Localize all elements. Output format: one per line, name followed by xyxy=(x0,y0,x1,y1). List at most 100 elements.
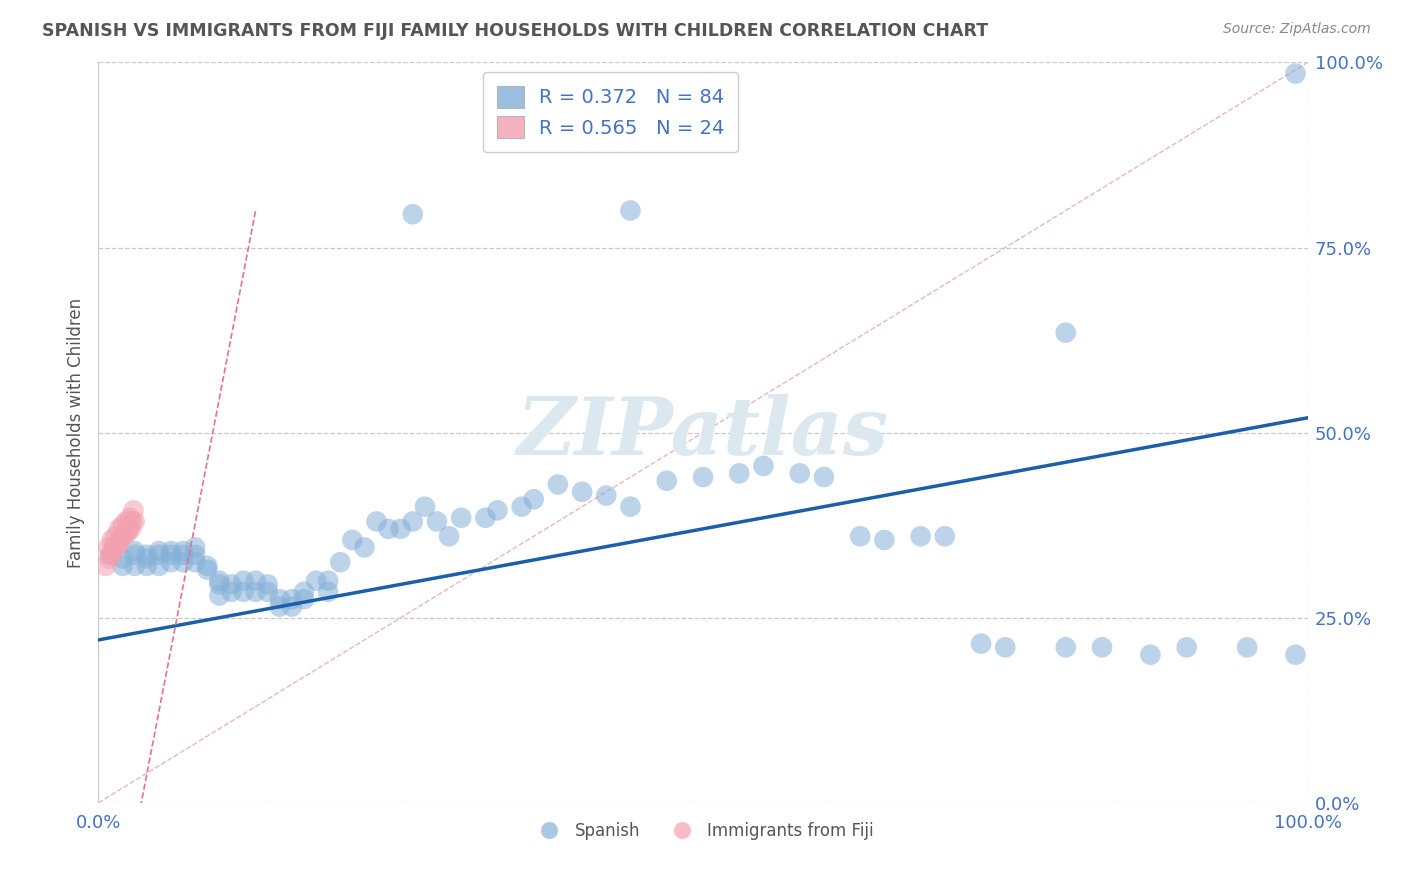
Point xyxy=(172,544,194,558)
Point xyxy=(595,489,617,503)
Point xyxy=(245,584,267,599)
Point xyxy=(910,529,932,543)
Point xyxy=(107,536,129,550)
Point xyxy=(934,529,956,543)
Point xyxy=(195,563,218,577)
Point xyxy=(474,510,496,524)
Point xyxy=(121,515,143,529)
Point xyxy=(1054,326,1077,340)
Point xyxy=(97,541,120,555)
Point xyxy=(160,544,183,558)
Point xyxy=(994,640,1017,655)
Point xyxy=(108,522,131,536)
Point xyxy=(413,500,436,514)
Point xyxy=(104,529,127,543)
Point xyxy=(160,555,183,569)
Point xyxy=(110,529,132,543)
Point xyxy=(789,467,811,481)
Point xyxy=(342,533,364,547)
Point xyxy=(849,529,872,543)
Point xyxy=(103,541,125,555)
Point xyxy=(135,558,157,573)
Point xyxy=(208,577,231,591)
Point xyxy=(117,525,139,540)
Point xyxy=(523,492,546,507)
Point xyxy=(547,477,569,491)
Text: Source: ZipAtlas.com: Source: ZipAtlas.com xyxy=(1223,22,1371,37)
Point xyxy=(571,484,593,499)
Point xyxy=(366,515,388,529)
Point xyxy=(118,522,141,536)
Point xyxy=(208,589,231,603)
Point xyxy=(377,522,399,536)
Point xyxy=(256,584,278,599)
Point xyxy=(124,548,146,562)
Point xyxy=(305,574,328,588)
Point xyxy=(135,551,157,566)
Point xyxy=(510,500,533,514)
Point xyxy=(148,558,170,573)
Point xyxy=(208,574,231,588)
Legend: Spanish, Immigrants from Fiji: Spanish, Immigrants from Fiji xyxy=(526,815,880,847)
Point xyxy=(269,592,291,607)
Point xyxy=(402,207,425,221)
Point xyxy=(873,533,896,547)
Point xyxy=(281,599,304,614)
Point xyxy=(292,584,315,599)
Point xyxy=(124,558,146,573)
Point xyxy=(122,503,145,517)
Point xyxy=(728,467,751,481)
Point xyxy=(655,474,678,488)
Point xyxy=(94,558,117,573)
Point xyxy=(389,522,412,536)
Point xyxy=(98,551,121,566)
Point xyxy=(353,541,375,555)
Point xyxy=(108,533,131,547)
Point xyxy=(426,515,449,529)
Point xyxy=(232,584,254,599)
Point xyxy=(184,555,207,569)
Point xyxy=(101,544,124,558)
Point xyxy=(100,533,122,547)
Point xyxy=(245,574,267,588)
Point xyxy=(292,592,315,607)
Point xyxy=(752,458,775,473)
Point xyxy=(813,470,835,484)
Point xyxy=(115,515,138,529)
Point xyxy=(1284,66,1306,80)
Point xyxy=(1139,648,1161,662)
Point xyxy=(221,577,243,591)
Point xyxy=(269,599,291,614)
Point xyxy=(402,515,425,529)
Point xyxy=(1284,648,1306,662)
Point xyxy=(316,574,339,588)
Point xyxy=(281,592,304,607)
Point xyxy=(256,577,278,591)
Point xyxy=(148,544,170,558)
Point xyxy=(619,500,641,514)
Point xyxy=(329,555,352,569)
Point xyxy=(114,525,136,540)
Point xyxy=(172,555,194,569)
Point xyxy=(486,503,509,517)
Point xyxy=(1091,640,1114,655)
Point xyxy=(124,544,146,558)
Point xyxy=(619,203,641,218)
Point xyxy=(124,515,146,529)
Point xyxy=(148,548,170,562)
Point xyxy=(1175,640,1198,655)
Point xyxy=(195,558,218,573)
Point xyxy=(160,548,183,562)
Point xyxy=(221,584,243,599)
Point xyxy=(437,529,460,543)
Point xyxy=(1054,640,1077,655)
Point xyxy=(1236,640,1258,655)
Point xyxy=(111,551,134,566)
Point xyxy=(118,510,141,524)
Point xyxy=(450,510,472,524)
Point xyxy=(172,548,194,562)
Text: SPANISH VS IMMIGRANTS FROM FIJI FAMILY HOUSEHOLDS WITH CHILDREN CORRELATION CHAR: SPANISH VS IMMIGRANTS FROM FIJI FAMILY H… xyxy=(42,22,988,40)
Point xyxy=(970,637,993,651)
Point xyxy=(111,558,134,573)
Point xyxy=(316,584,339,599)
